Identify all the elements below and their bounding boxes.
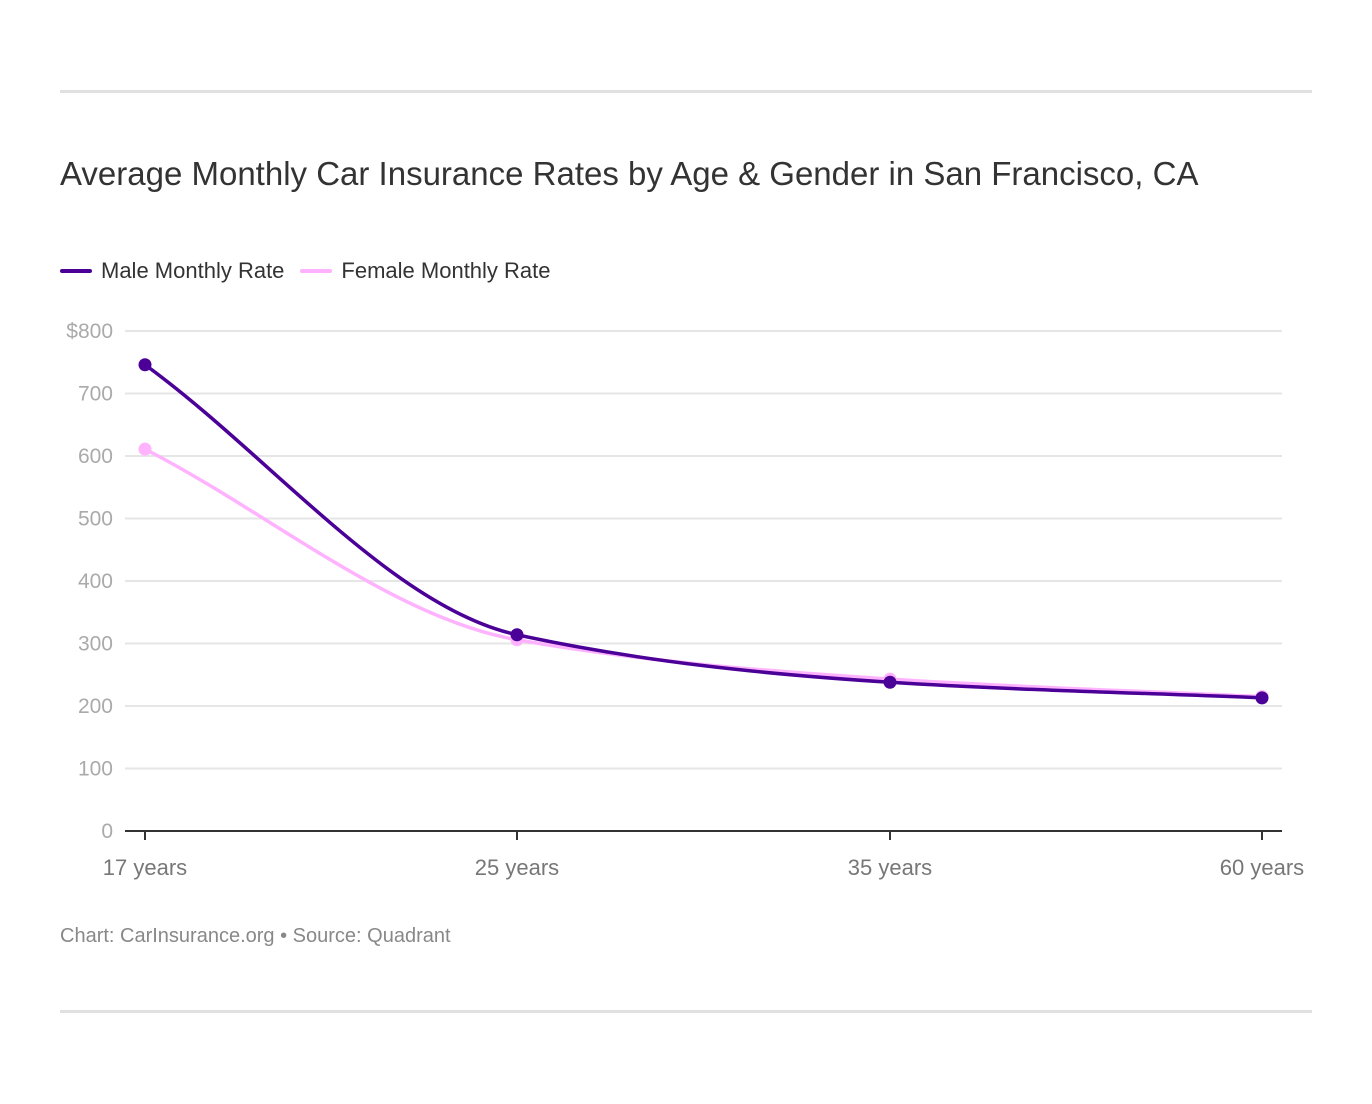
data-point	[1255, 691, 1269, 705]
legend-item-female[interactable]: Female Monthly Rate	[300, 258, 551, 284]
chart-footer: Chart: CarInsurance.org • Source: Quadra…	[60, 925, 451, 947]
legend-swatch-male	[60, 269, 92, 273]
legend-swatch-female	[300, 269, 333, 273]
y-tick-label: 700	[78, 383, 113, 406]
y-tick-label: 400	[78, 570, 113, 593]
y-tick-label: 100	[78, 758, 113, 781]
x-tick-label: 60 years	[1220, 855, 1304, 880]
data-point	[138, 442, 152, 456]
y-tick-label: 0	[101, 820, 113, 843]
data-point	[138, 358, 152, 372]
y-tick-label: 600	[78, 445, 113, 468]
series-male	[138, 358, 1269, 705]
legend-item-male[interactable]: Male Monthly Rate	[60, 258, 284, 284]
legend-label-female: Female Monthly Rate	[341, 258, 551, 283]
top-divider	[60, 90, 1312, 93]
series-line	[144, 447, 1263, 699]
data-point	[510, 628, 524, 642]
y-tick-label: 300	[78, 633, 113, 656]
y-tick-label: $800	[66, 320, 113, 343]
chart-title: Average Monthly Car Insurance Rates by A…	[60, 155, 1199, 192]
data-point	[883, 675, 897, 689]
bottom-divider	[60, 1010, 1312, 1013]
x-tick-label: 17 years	[103, 855, 187, 880]
legend-label-male: Male Monthly Rate	[101, 258, 285, 283]
x-tick-label: 35 years	[848, 855, 932, 880]
x-tick-label: 25 years	[475, 855, 559, 880]
series-line	[143, 363, 1263, 700]
y-tick-label: 200	[78, 695, 113, 718]
y-tick-label: 500	[78, 508, 113, 531]
legend: Male Monthly Rate Female Monthly Rate	[60, 258, 567, 284]
